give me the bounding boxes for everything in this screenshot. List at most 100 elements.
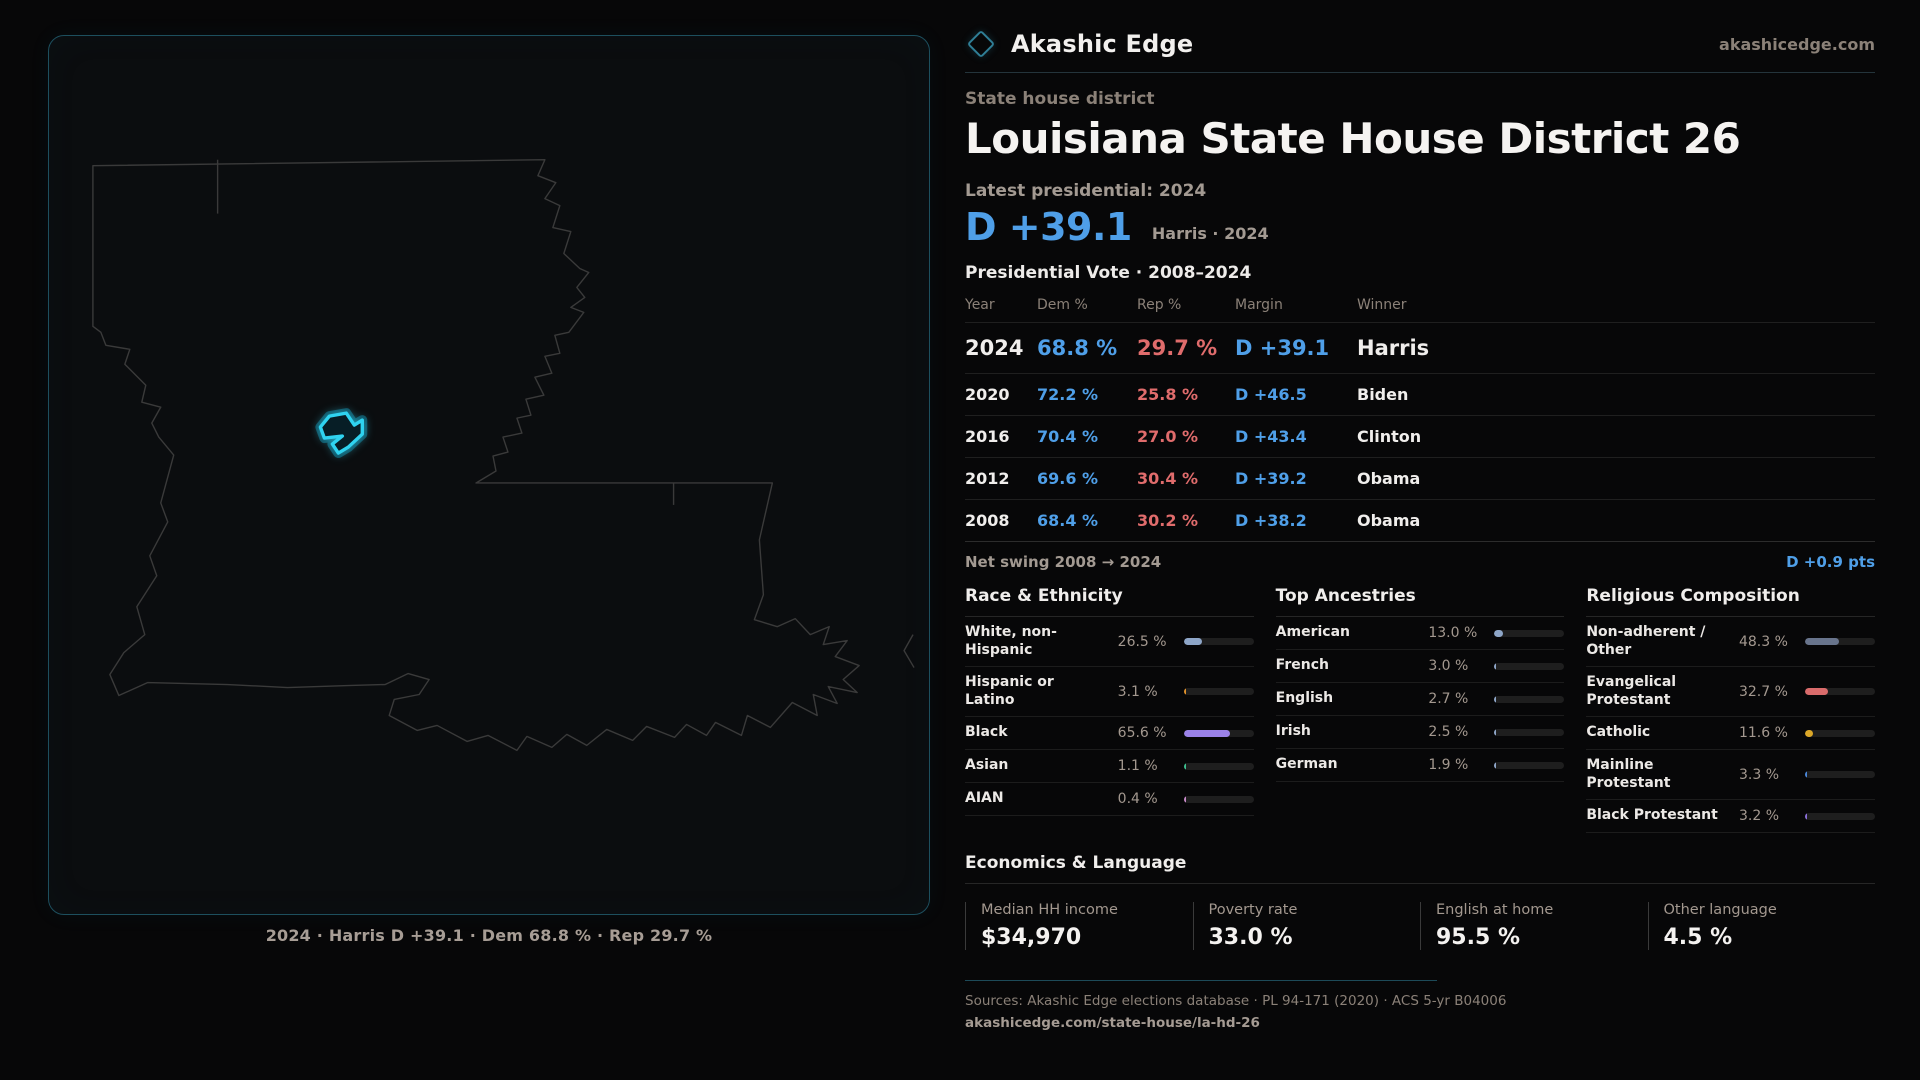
state-outline [92,159,860,752]
net-swing-row: Net swing 2008 → 2024 D +0.9 pts [965,542,1875,580]
column-header: Rep % [1137,297,1182,313]
demo-bar-track [1804,812,1875,820]
demo-row: White, non-Hispanic 26.5 % [965,617,1254,667]
demo-value: 26.5 % [1117,633,1167,650]
demo-label: Hispanic or Latino [965,674,1054,708]
district-26-highlight [318,411,364,455]
demo-bar-track [1494,761,1565,769]
demo-value: 3.0 % [1428,658,1469,674]
demo-value: 1.9 % [1428,757,1469,773]
econ-stat: Median HH income $34,970 [965,902,1193,950]
cell-dem-pct: 70.4 % [1037,427,1099,446]
demo-bar-track [1494,695,1565,703]
cell-rep-pct: 27.0 % [1137,427,1199,446]
demo-value: 1.1 % [1117,758,1158,774]
cell-year: 2016 [965,427,1010,446]
latest-presidential-label: Latest presidential: 2024 [965,181,1207,201]
cell-dem-pct: 72.2 % [1037,385,1099,404]
elections-table-body: 2024 68.8 % 29.7 % D +39.1 Harris 2020 72.2 % 2… [965,323,1875,542]
econ-stat-label: Poverty rate [1208,902,1298,918]
barrier-island [903,634,915,668]
economics-stats: Median HH income $34,970 Poverty rate 33.0 … [965,902,1875,950]
demo-value: 11.6 % [1738,725,1788,741]
cell-rep-pct: 30.2 % [1137,511,1199,530]
cell-winner: Obama [1357,511,1421,530]
demo-bar-track [1183,688,1254,695]
panel-title: Race & Ethnicity [965,586,1254,617]
demo-bar-fill [1804,729,1814,737]
demo-panel-ancestries: Top Ancestries American 13.0 % French 3.0 % E… [1275,586,1565,833]
demo-bar-fill [1494,629,1504,637]
cell-winner: Harris [1357,336,1430,360]
cell-margin: D +46.5 [1235,385,1307,404]
demo-label: German [1275,756,1338,773]
cell-winner: Obama [1357,469,1421,488]
demo-bar-fill [1494,761,1497,769]
demo-bar-fill [1183,729,1230,737]
demo-value: 48.3 % [1738,633,1788,650]
econ-stat-value: $34,970 [981,925,1082,950]
panel-list: White, non-Hispanic 26.5 % Hispanic or Lat… [965,617,1254,816]
demo-bar-fill [1183,762,1186,770]
econ-stat-label: English at home [1436,902,1554,918]
demo-row: Mainline Protestant 3.3 % [1586,750,1875,800]
net-swing-value: D +0.9 pts [1786,553,1875,571]
election-row: 2016 70.4 % 27.0 % D +43.4 Clinton [965,416,1875,458]
demo-value: 32.7 % [1738,683,1788,700]
demo-label: French [1275,657,1329,674]
demo-bar-track [1804,771,1875,778]
cell-dem-pct: 69.6 % [1037,469,1099,488]
demo-row: Black 65.6 % [965,717,1254,750]
map-panel [48,35,930,915]
demo-row: French 3.0 % [1275,650,1565,683]
cell-dem-pct: 68.4 % [1037,511,1099,530]
cell-year: 2024 [965,336,1024,360]
column-header: Margin [1235,297,1283,313]
demo-bar-track [1804,729,1875,737]
demo-label: White, non-Hispanic [965,624,1057,658]
cell-year: 2020 [965,385,1010,404]
demo-value: 0.4 % [1117,791,1158,807]
demo-row: American 13.0 % [1275,617,1565,650]
panel-list: Non-adherent / Other 48.3 % Evangelical Pr… [1586,617,1875,833]
demo-bar-track [1494,728,1565,736]
economics-title: Economics & Language [965,853,1875,884]
panel-title: Top Ancestries [1275,586,1565,617]
column-header: Winner [1357,297,1407,313]
demo-label: Asian [965,757,1009,774]
demo-value: 3.3 % [1738,766,1780,783]
demo-bar-fill [1183,795,1186,803]
demo-bar-track [1183,795,1254,803]
demo-bar-fill [1494,695,1497,703]
demo-bar-fill [1804,688,1828,695]
panel-list: American 13.0 % French 3.0 % English 2.7 % Iri… [1275,617,1565,782]
demo-bar-fill [1804,771,1808,778]
site-domain-link[interactable]: akashicedge.com [1719,34,1875,54]
demo-row: Asian 1.1 % [965,750,1254,783]
permalink[interactable]: akashicedge.com/state-house/la-hd-26 [965,1015,1260,1031]
latest-winner-note: Harris · 2024 [1151,224,1269,243]
net-swing-label: Net swing 2008 → 2024 [965,553,1162,571]
sources-line: Sources: Akashic Edge elections database… [965,993,1507,1009]
latest-margin-row: D +39.1 Harris · 2024 [965,205,1875,249]
cell-margin: D +39.1 [1235,336,1330,360]
demo-bar-fill [1183,688,1186,695]
demo-label: Mainline Protestant [1586,757,1671,791]
demo-row: Non-adherent / Other 48.3 % [1586,617,1875,667]
economics-section: Economics & Language Median HH income $34… [965,853,1875,950]
demo-value: 2.5 % [1428,724,1469,740]
cell-dem-pct: 68.8 % [1037,336,1118,360]
demo-bar-fill [1494,728,1497,736]
diamond-logo-icon [966,29,996,59]
cell-year: 2012 [965,469,1010,488]
latest-margin-value: D +39.1 [965,205,1132,249]
demo-value: 3.1 % [1117,683,1158,700]
cell-margin: D +39.2 [1235,469,1307,488]
demo-label: English [1275,690,1334,707]
demo-row: AIAN 0.4 % [965,783,1254,816]
demo-row: Evangelical Protestant 32.7 % [1586,667,1875,717]
demo-panel-religion: Religious Composition Non-adherent / Othe… [1586,586,1875,833]
footer-divider [965,980,1437,981]
brand-name: Akashic Edge [1011,30,1194,58]
demo-label: AIAN [965,790,1004,807]
